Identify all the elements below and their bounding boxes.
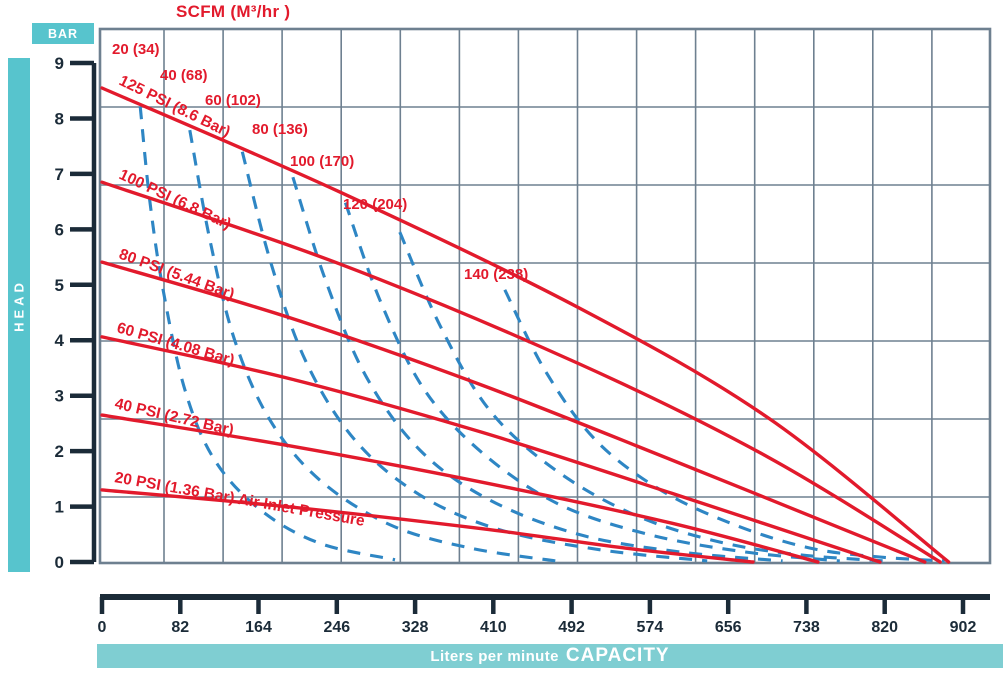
x-axis-tick-label: 164 (245, 619, 272, 636)
pressure-curve-label: 100 PSI (6.8 Bar) (116, 166, 233, 233)
scfm-curve-label: 120 (204) (343, 196, 407, 213)
x-axis-label-regular: Liters per minute (430, 647, 559, 665)
scfm-curve-100 (343, 202, 840, 563)
scfm-curve-80 (291, 176, 783, 563)
pressure-curve-100psi (100, 180, 942, 564)
y-axis-tick-label: 2 (55, 442, 64, 461)
x-axis-tick-label: 656 (715, 619, 742, 636)
pressure-curve-80psi (100, 260, 927, 564)
y-axis-unit-badge: BAR (32, 23, 94, 44)
y-axis-tick-label: 9 (55, 54, 64, 73)
x-axis-tick-label: 410 (480, 619, 507, 636)
pressure-curve-125psi (100, 86, 951, 564)
x-axis-tick-label: 0 (98, 619, 107, 636)
x-axis-tick-label: 82 (171, 619, 189, 636)
scfm-curve-label: 60 (102) (205, 92, 261, 109)
scfm-curve-label: 80 (136) (252, 121, 308, 138)
y-axis-tick-label: 1 (55, 498, 64, 517)
pressure-curve-40psi (100, 413, 820, 564)
pressure-curve-20psi (100, 488, 755, 564)
scfm-curve-label: 40 (68) (160, 67, 208, 84)
plot-border (98, 27, 992, 565)
x-axis-tick-label: 820 (871, 619, 898, 636)
x-axis-tick-label: 902 (950, 619, 977, 636)
scfm-curve-140 (503, 289, 945, 563)
chart-title: SCFM (M³/hr ) (176, 2, 291, 21)
scfm-curve-20 (138, 106, 396, 562)
y-axis-tick-label: 4 (55, 331, 65, 350)
y-axis-tick-label: 0 (55, 553, 64, 572)
y-axis-tick-label: 3 (55, 387, 64, 406)
scfm-curve-60 (240, 151, 708, 563)
scfm-curve-label: 100 (170) (290, 153, 354, 170)
pressure-curve-label: 40 PSI (2.72 Bar) (113, 395, 235, 439)
x-axis-label-bold: CAPACITY (565, 645, 670, 666)
y-axis-tick-label: 8 (55, 110, 64, 129)
scfm-curve-label: 140 (238) (464, 266, 528, 283)
pressure-curve-label: 20 PSI (1.36 Bar) Air Inlet Pressure (113, 469, 366, 530)
x-axis-tick-label: 574 (637, 619, 664, 636)
x-axis-tick-label: 246 (323, 619, 350, 636)
scfm-curve-label: 20 (34) (112, 41, 160, 58)
x-axis-label-band: Liters per minute CAPACITY (97, 644, 1003, 668)
x-axis-tick-label: 738 (793, 619, 820, 636)
x-axis-tick-label: 492 (558, 619, 585, 636)
y-axis-label-band: HEAD (8, 58, 30, 572)
y-axis-tick-label: 6 (55, 220, 64, 239)
pressure-curve-60psi (100, 335, 882, 564)
x-axis-tick-label: 328 (402, 619, 429, 636)
y-axis-tick-label: 7 (55, 165, 64, 184)
y-axis-tick-label: 5 (55, 276, 64, 295)
